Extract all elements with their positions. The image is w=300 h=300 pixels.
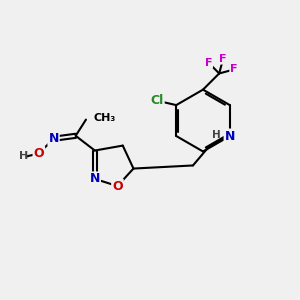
Text: O: O: [34, 147, 44, 160]
Text: F: F: [230, 64, 238, 74]
Text: F: F: [205, 58, 212, 68]
Text: H: H: [212, 130, 221, 140]
Text: F: F: [219, 54, 227, 64]
Text: N: N: [225, 130, 235, 142]
Text: N: N: [90, 172, 100, 185]
Text: O: O: [112, 180, 123, 193]
Text: Cl: Cl: [151, 94, 164, 107]
Text: CH₃: CH₃: [93, 113, 116, 123]
Text: H: H: [19, 152, 28, 161]
Text: N: N: [48, 132, 59, 145]
